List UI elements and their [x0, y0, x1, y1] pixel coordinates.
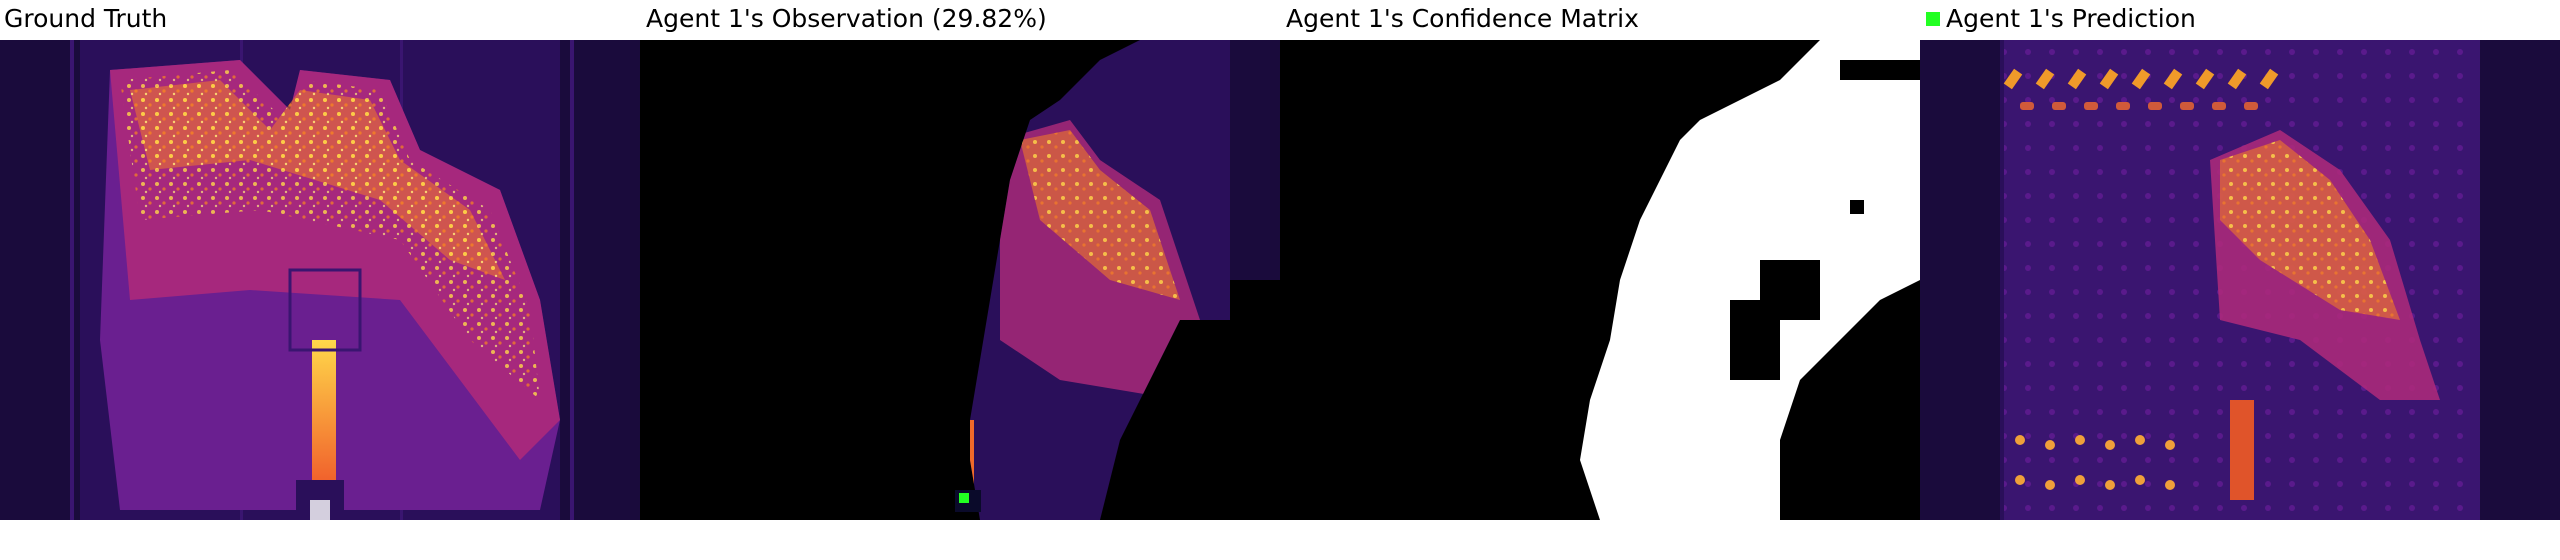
- ground-truth-panel: [0, 40, 640, 520]
- confidence-mask: [1280, 40, 1920, 520]
- ground-truth-title: Ground Truth: [4, 2, 167, 36]
- agent-marker-icon: [959, 493, 969, 503]
- ground-truth-heatmap: [0, 40, 640, 520]
- ground-truth-title-text: Ground Truth: [4, 4, 168, 33]
- observation-panel: [640, 40, 1280, 520]
- confidence-panel: [1280, 40, 1920, 520]
- observation-title: Agent 1's Observation (29.82%): [646, 2, 1047, 36]
- confidence-title-text: Agent 1's Confidence Matrix: [1286, 4, 1639, 33]
- observation-heatmap: [640, 40, 1280, 520]
- prediction-heatmap: [1920, 40, 2560, 520]
- prediction-title: Agent 1's Prediction: [1926, 2, 2196, 36]
- prediction-legend-square: [1926, 12, 1940, 26]
- prediction-title-text: Agent 1's Prediction: [1946, 4, 2196, 33]
- prediction-panel: [1920, 40, 2560, 520]
- confidence-title: Agent 1's Confidence Matrix: [1286, 2, 1639, 36]
- observation-title-text: Agent 1's Observation (29.82%): [646, 4, 1047, 33]
